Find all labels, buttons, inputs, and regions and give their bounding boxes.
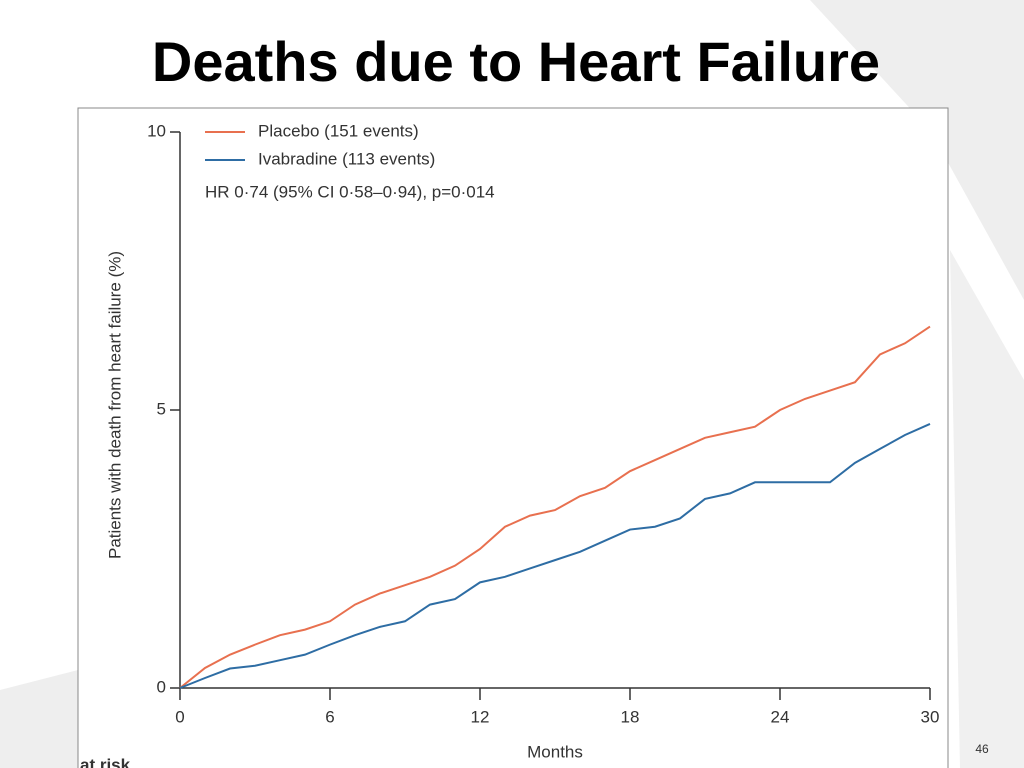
y-tick-label: 5 — [157, 399, 166, 418]
decor — [0, 670, 78, 768]
x-tick-label: 30 — [921, 707, 940, 726]
legend-label: Placebo (151 events) — [258, 121, 419, 140]
annotation: HR 0·74 (95% CI 0·58–0·94), p=0·014 — [205, 182, 495, 201]
slide-title: Deaths due to Heart Failure — [152, 30, 880, 93]
decor — [810, 0, 1024, 300]
series-line — [179, 325, 931, 689]
legend-label: Ivabradine (113 events) — [258, 149, 435, 168]
x-tick-label: 18 — [621, 707, 640, 726]
x-tick-label: 6 — [325, 707, 334, 726]
x-tick-label: 0 — [175, 707, 184, 726]
x-axis-label: Months — [527, 742, 583, 761]
x-tick-label: 24 — [771, 707, 790, 726]
at-risk-label: at risk — [80, 755, 131, 768]
y-tick-label: 10 — [147, 121, 166, 140]
y-tick-label: 0 — [157, 677, 166, 696]
y-axis-label: Patients with death from heart failure (… — [105, 251, 124, 559]
series-line — [179, 422, 931, 689]
chart-frame — [77, 107, 949, 768]
decor — [950, 250, 1024, 768]
x-tick-label: 12 — [471, 707, 490, 726]
page-number: 46 — [975, 742, 989, 756]
